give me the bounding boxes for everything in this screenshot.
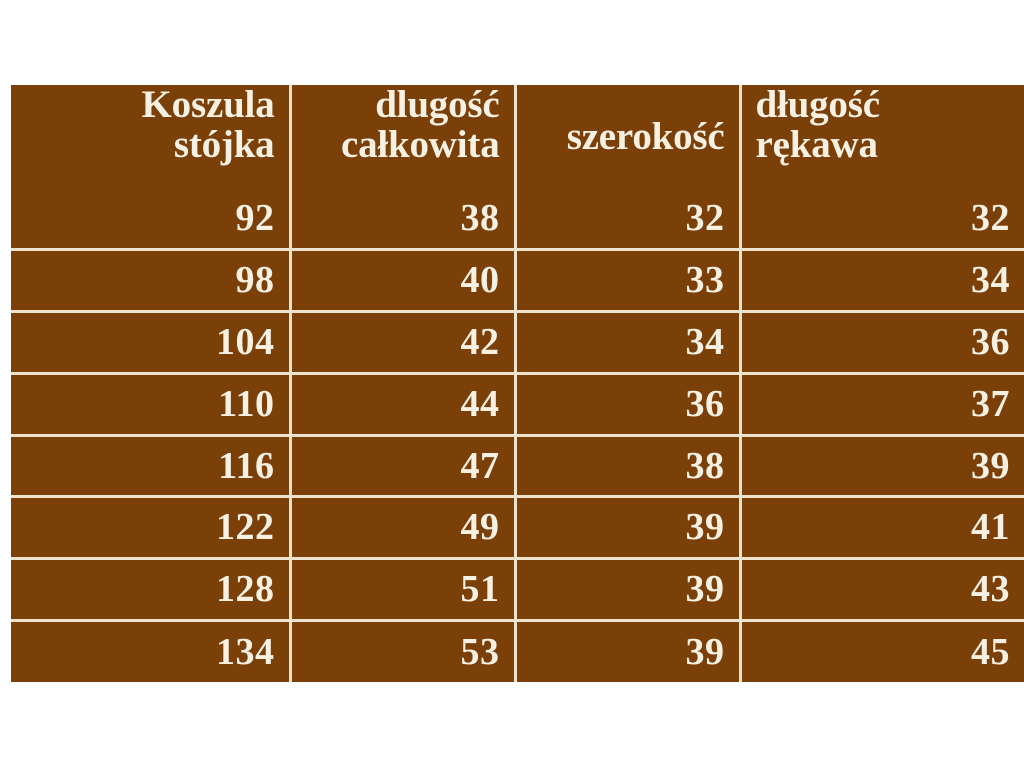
column-header-koszula-stojka: Koszula stójka [11, 83, 292, 188]
table-row: 122 49 39 41 [11, 496, 1024, 560]
cell-koszula-stojka: 116 [11, 435, 292, 499]
cell-koszula-stojka: 104 [11, 311, 292, 375]
header-row: Koszula stójka dlugość całkowita szeroko… [11, 85, 1024, 188]
table-row: 134 53 39 45 [11, 620, 1024, 682]
cell-szerokosc: 39 [515, 558, 742, 622]
column-header-dlugosc-rekawa: długość rękawa [740, 85, 1024, 188]
cell-dlugosc-rekawa: 41 [740, 496, 1024, 560]
cell-dlugosc-calkowita: 44 [290, 373, 517, 437]
cell-dlugosc-rekawa: 34 [740, 249, 1024, 313]
table-body: 92 38 32 32 98 40 33 34 104 42 34 36 110 44 36 37 116 47 3… [11, 188, 1024, 682]
table-row: 116 47 38 39 [11, 435, 1024, 499]
cell-dlugosc-rekawa: 43 [740, 558, 1024, 622]
cell-dlugosc-rekawa: 39 [740, 435, 1024, 499]
cell-koszula-stojka: 110 [11, 373, 292, 437]
cell-dlugosc-calkowita: 38 [290, 188, 517, 252]
cell-dlugosc-rekawa: 36 [740, 311, 1024, 375]
table-row: 110 44 36 37 [11, 373, 1024, 437]
cell-koszula-stojka: 122 [11, 496, 292, 560]
cell-dlugosc-calkowita: 40 [290, 249, 517, 313]
cell-koszula-stojka: 98 [11, 249, 292, 313]
cell-szerokosc: 34 [515, 311, 742, 375]
cell-szerokosc: 38 [515, 435, 742, 499]
size-chart-table: Koszula stójka dlugość całkowita szeroko… [11, 85, 1024, 682]
cell-koszula-stojka: 134 [11, 620, 292, 682]
size-chart-container: Koszula stójka dlugość całkowita szeroko… [11, 85, 1024, 682]
table-row: 104 42 34 36 [11, 311, 1024, 375]
header-line-1: szerokość [566, 114, 725, 158]
header-line-1: dlugość [375, 83, 500, 126]
cell-dlugosc-rekawa: 37 [740, 373, 1024, 437]
table-row: 128 51 39 43 [11, 558, 1024, 622]
cell-dlugosc-calkowita: 47 [290, 435, 517, 499]
header-line-2: całkowita [340, 122, 500, 166]
cell-dlugosc-rekawa: 32 [740, 188, 1024, 252]
column-header-szerokosc: szerokość [515, 85, 742, 188]
header-line-2: rękawa [755, 122, 878, 166]
cell-dlugosc-calkowita: 49 [290, 496, 517, 560]
cell-dlugosc-rekawa: 45 [740, 620, 1024, 682]
table-header: Koszula stójka dlugość całkowita szeroko… [11, 85, 1024, 188]
cell-dlugosc-calkowita: 51 [290, 558, 517, 622]
cell-koszula-stojka: 92 [11, 188, 292, 252]
cell-koszula-stojka: 128 [11, 558, 292, 622]
cell-szerokosc: 36 [515, 373, 742, 437]
table-row: 98 40 33 34 [11, 249, 1024, 313]
column-header-dlugosc-calkowita: dlugość całkowita [290, 83, 517, 188]
table-row: 92 38 32 32 [11, 188, 1024, 252]
cell-szerokosc: 39 [515, 620, 742, 682]
cell-szerokosc: 32 [515, 188, 742, 252]
header-line-1: Koszula [141, 83, 275, 126]
cell-szerokosc: 39 [515, 496, 742, 560]
cell-szerokosc: 33 [515, 249, 742, 313]
cell-dlugosc-calkowita: 53 [290, 620, 517, 682]
cell-dlugosc-calkowita: 42 [290, 311, 517, 375]
header-line-1: długość [755, 83, 881, 126]
header-line-2: stójka [173, 122, 275, 166]
